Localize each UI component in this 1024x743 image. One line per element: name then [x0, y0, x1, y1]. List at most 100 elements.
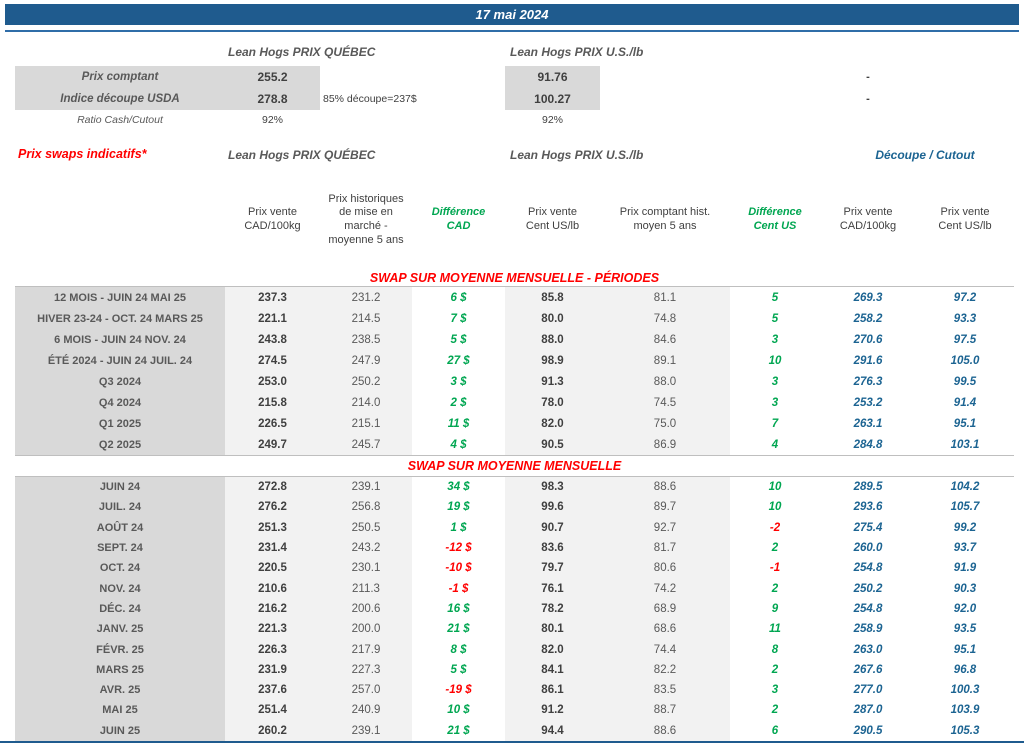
swaps-us-header: Lean Hogs PRIX U.S./lb — [510, 148, 644, 162]
cell-decoupe-us: 97.2 — [953, 291, 977, 304]
cell-prix-hist-cad: 240.9 — [320, 700, 412, 721]
spot-label-indice-decoupe: Indice découpe USDA — [15, 88, 225, 110]
cell-prix-hist-cad: 243.2 — [320, 537, 412, 559]
cell-prix-hist-cad: 214.0 — [320, 392, 412, 413]
cell-difference-cad: 19 $ — [447, 501, 470, 514]
section-title-periodes: SWAP SUR MOYENNE MENSUELLE - PÉRIODES — [369, 271, 660, 285]
cell-prix-hist-cad: 231.2 — [320, 287, 412, 308]
spot-row-ratio: Ratio Cash/Cutout 92% 92% — [15, 111, 1014, 129]
table-row: FÉVR. 25 226.3 217.9 8 $ 82.0 74.4 8 263… — [15, 639, 1014, 660]
cell-decoupe-us: 104.2 — [950, 481, 980, 494]
cell-difference-us: 3 — [771, 684, 779, 697]
cell-decoupe-us: 95.1 — [953, 643, 977, 656]
cell-prix-vente-us: 76.1 — [505, 578, 600, 599]
cell-prix-hist-us: 68.9 — [600, 598, 730, 620]
cell-prix-vente-us: 91.2 — [505, 700, 600, 721]
cell-prix-vente-us: 88.0 — [505, 329, 600, 350]
table-row: JUIN 25 260.2 239.1 21 $ 94.4 88.6 6 290… — [15, 720, 1014, 741]
cell-difference-cad: 7 $ — [450, 312, 467, 325]
cell-prix-hist-us: 81.1 — [600, 287, 730, 308]
cell-prix-hist-us: 74.4 — [600, 639, 730, 660]
cell-prix-vente-cad: 231.4 — [225, 537, 320, 559]
cell-decoupe-us: 90.3 — [953, 582, 977, 595]
table-row: 6 MOIS - JUIN 24 NOV. 24 243.8 238.5 5 $… — [15, 329, 1014, 350]
cell-prix-hist-us: 88.6 — [600, 720, 730, 741]
table-row: MARS 25 231.9 227.3 5 $ 84.1 82.2 2 267.… — [15, 659, 1014, 680]
cell-period-label: Q4 2024 — [15, 392, 225, 413]
cell-decoupe-cad: 263.1 — [853, 417, 883, 430]
cell-decoupe-us: 105.3 — [950, 724, 980, 737]
cell-period-label: AVR. 25 — [15, 679, 225, 701]
cell-decoupe-cad: 250.2 — [853, 582, 883, 595]
cell-prix-vente-us: 98.3 — [505, 477, 600, 498]
cell-prix-vente-us: 78.0 — [505, 392, 600, 413]
column-header-decoupe-us: Prix vente Cent US/lb — [938, 206, 992, 232]
cell-difference-us: -2 — [769, 521, 781, 534]
cell-prix-hist-us: 89.7 — [600, 497, 730, 518]
cell-prix-hist-cad: 257.0 — [320, 679, 412, 701]
cell-difference-us: 5 — [771, 291, 779, 304]
cell-difference-cad: -19 $ — [445, 684, 472, 697]
cell-decoupe-us: 93.7 — [953, 542, 977, 555]
section-title-mensuelle: SWAP SUR MOYENNE MENSUELLE — [407, 459, 622, 473]
cell-prix-hist-us: 82.2 — [600, 659, 730, 680]
cell-prix-vente-cad: 243.8 — [225, 329, 320, 350]
table-row: DÉC. 24 216.2 200.6 16 $ 78.2 68.9 9 254… — [15, 598, 1014, 620]
spot-quebec-header: Lean Hogs PRIX QUÉBEC — [228, 45, 376, 59]
table-row: ÉTÉ 2024 - JUIN 24 JUIL. 24 274.5 247.9 … — [15, 350, 1014, 371]
cell-decoupe-us: 105.7 — [950, 501, 980, 514]
cell-decoupe-cad: 254.8 — [853, 562, 883, 575]
cell-prix-vente-cad: 226.5 — [225, 413, 320, 434]
cell-prix-hist-cad: 245.7 — [320, 434, 412, 455]
cell-prix-vente-us: 80.1 — [505, 619, 600, 640]
cell-prix-hist-cad: 239.1 — [320, 720, 412, 741]
cell-period-label: JANV. 25 — [15, 619, 225, 640]
cell-decoupe-cad: 275.4 — [853, 521, 883, 534]
spot-value-quebec-comptant: 255.2 — [225, 66, 320, 88]
column-header-difference-cad: Différence CAD — [431, 206, 486, 232]
cell-prix-hist-cad: 247.9 — [320, 350, 412, 371]
cell-prix-hist-us: 84.6 — [600, 329, 730, 350]
swaps-title: Prix swaps indicatifs* — [18, 147, 147, 161]
cell-decoupe-cad: 258.9 — [853, 623, 883, 636]
cell-prix-vente-cad: 216.2 — [225, 598, 320, 620]
cell-period-label: JUIN 25 — [15, 720, 225, 741]
column-header-prix-vente-cad: Prix vente CAD/100kg — [244, 206, 301, 232]
cell-difference-cad: -1 $ — [448, 582, 469, 595]
cell-period-label: JUIL. 24 — [15, 497, 225, 518]
cell-prix-hist-us: 75.0 — [600, 413, 730, 434]
cell-prix-vente-cad: 251.4 — [225, 700, 320, 721]
cell-period-label: SEPT. 24 — [15, 537, 225, 559]
cell-difference-cad: -10 $ — [445, 562, 472, 575]
cell-decoupe-cad: 289.5 — [853, 481, 883, 494]
cell-prix-hist-us: 80.6 — [600, 558, 730, 579]
cell-period-label: Q3 2024 — [15, 371, 225, 392]
cell-difference-cad: 8 $ — [450, 643, 467, 656]
cell-prix-hist-cad: 238.5 — [320, 329, 412, 350]
cell-prix-hist-us: 86.9 — [600, 434, 730, 455]
cell-period-label: MAI 25 — [15, 700, 225, 721]
cell-difference-us: 8 — [771, 643, 779, 656]
cell-difference-cad: 21 $ — [447, 724, 470, 737]
column-header-row: Prix vente CAD/100kg Prix historiques de… — [15, 186, 1014, 254]
cell-period-label: JUIN 24 — [15, 477, 225, 498]
cell-difference-us: 2 — [771, 582, 779, 595]
cell-difference-cad: 1 $ — [450, 521, 467, 534]
cell-period-label: Q1 2025 — [15, 413, 225, 434]
title-bar: 17 mai 2024 — [5, 4, 1019, 25]
cell-prix-vente-us: 84.1 — [505, 659, 600, 680]
cell-prix-vente-us: 79.7 — [505, 558, 600, 579]
table-row: HIVER 23-24 - OCT. 24 MARS 25 221.1 214.… — [15, 308, 1014, 329]
cell-prix-hist-cad: 239.1 — [320, 477, 412, 498]
cell-prix-vente-us: 78.2 — [505, 598, 600, 620]
cell-prix-vente-us: 98.9 — [505, 350, 600, 371]
cell-decoupe-cad: 254.8 — [853, 602, 883, 615]
cell-prix-hist-us: 88.0 — [600, 371, 730, 392]
cell-prix-vente-cad: 226.3 — [225, 639, 320, 660]
cell-period-label: AOÛT 24 — [15, 517, 225, 538]
cell-decoupe-us: 103.9 — [950, 704, 980, 717]
spot-row-prix-comptant: Prix comptant 255.2 91.76 - — [15, 66, 1014, 88]
cell-difference-us: 10 — [768, 354, 782, 367]
cell-prix-vente-cad: 274.5 — [225, 350, 320, 371]
